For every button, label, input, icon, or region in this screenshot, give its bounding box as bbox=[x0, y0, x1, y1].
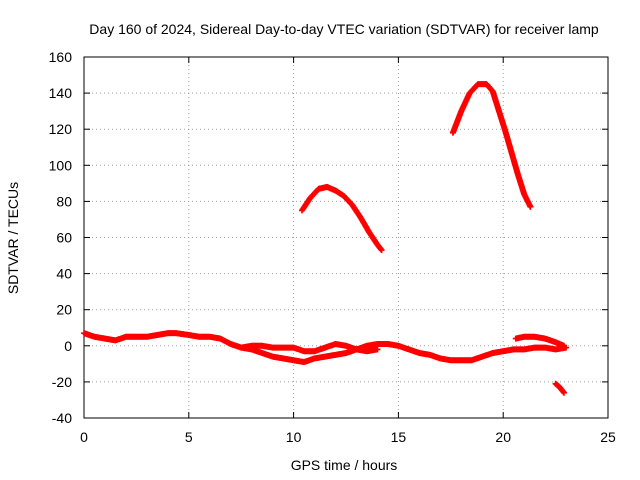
x-tick-label: 5 bbox=[185, 429, 193, 445]
x-tick-label: 10 bbox=[286, 429, 302, 445]
grid-lines bbox=[84, 57, 608, 418]
series-arc-baseline-b bbox=[238, 340, 381, 355]
y-tick-label: 140 bbox=[49, 85, 73, 101]
series-arc-high-2 bbox=[449, 81, 534, 210]
data-series bbox=[81, 81, 570, 396]
y-tick-label: 20 bbox=[56, 302, 72, 318]
axis-ticks: 0 5 10 15 20 25 -40 -20 0 20 40 60 80 100 120 140 160 bbox=[49, 49, 616, 445]
y-tick-label: 40 bbox=[56, 266, 72, 282]
x-tick-label: 25 bbox=[600, 429, 616, 445]
y-tick-label: -40 bbox=[52, 410, 72, 426]
x-axis-label: GPS time / hours bbox=[291, 457, 398, 473]
series-arc-baseline-c bbox=[512, 333, 567, 349]
x-tick-label: 0 bbox=[80, 429, 88, 445]
data-point bbox=[378, 247, 385, 254]
data-point bbox=[560, 389, 567, 396]
y-tick-label: 100 bbox=[49, 157, 73, 173]
data-point bbox=[527, 203, 534, 210]
series-arc-high-1 bbox=[298, 183, 385, 254]
plot-frame bbox=[83, 56, 609, 419]
data-point bbox=[560, 342, 567, 349]
chart-title: Day 160 of 2024, Sidereal Day-to-day VTE… bbox=[89, 21, 599, 37]
y-tick-label: 120 bbox=[49, 121, 73, 137]
y-tick-label: 0 bbox=[64, 338, 72, 354]
series-arc-tail bbox=[552, 380, 567, 396]
data-point bbox=[374, 346, 381, 353]
y-tick-label: -20 bbox=[52, 374, 72, 390]
x-tick-label: 15 bbox=[391, 429, 407, 445]
y-tick-label: 160 bbox=[49, 49, 73, 65]
series-arc-baseline-a bbox=[81, 330, 570, 366]
y-axis-label: SDTVAR / TECUs bbox=[5, 182, 21, 294]
y-tick-label: 60 bbox=[56, 230, 72, 246]
x-tick-label: 20 bbox=[495, 429, 511, 445]
y-tick-label: 80 bbox=[56, 193, 72, 209]
